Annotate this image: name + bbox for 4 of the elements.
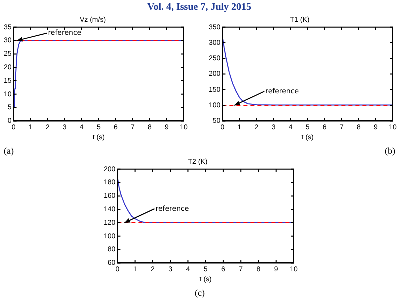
text: Vol. 4, Issue 7, July 2015 [146, 2, 253, 13]
text: (c) [195, 288, 205, 298]
text: (a) [4, 146, 14, 156]
text: (b) [385, 146, 396, 156]
